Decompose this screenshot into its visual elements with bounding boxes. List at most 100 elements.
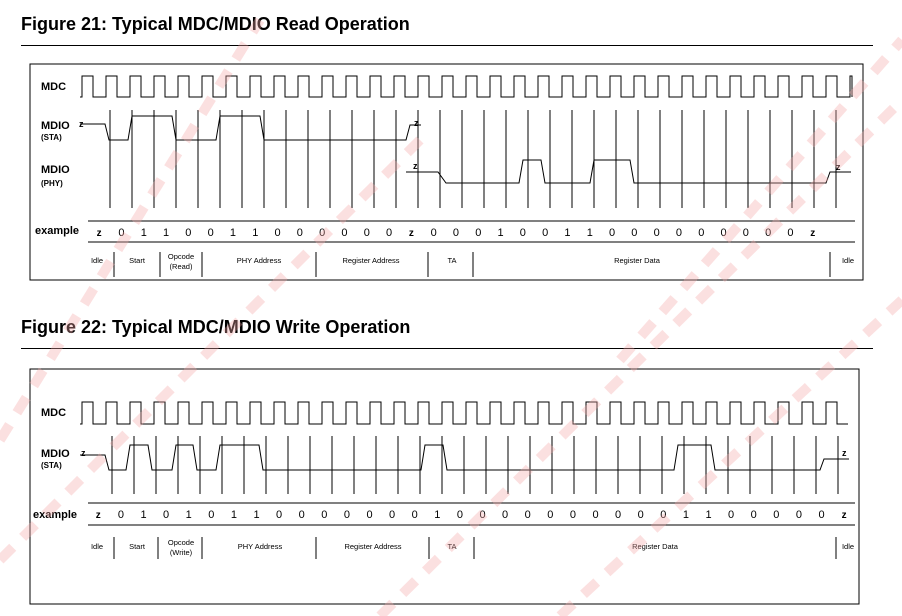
example-bit: 0 [475,227,481,239]
example-bit: 0 [654,227,660,239]
example-bit: 1 [186,509,192,521]
example-bit: 0 [163,509,169,521]
example-bit: z [96,510,101,521]
example-bit: 0 [547,509,553,521]
example-bit: 1 [587,227,593,239]
field-label: TA [447,542,456,551]
example-label: example [35,225,79,237]
example-bit: 0 [344,509,350,521]
example-bit: 1 [252,227,258,239]
example-bits: z 0 1 1 0 0 1 1 0 0 0 0 0 0 z 0 0 0 1 0 0 1 1 0 0 0 0 0 0 0 0 0 z [97,227,816,239]
mdc-clock-waveform [80,75,853,98]
example-bit: 0 [773,509,779,521]
example-bits: z 0 1 0 1 0 1 1 0 0 0 0 0 0 0 1 0 0 0 0 0 0 0 0 0 0 1 1 0 0 0 0 0 z [96,509,847,521]
example-bit: 0 [796,509,802,521]
field-label: Idle [91,542,103,551]
field-label: Opcode [168,538,194,547]
example-bit: 0 [412,509,418,521]
mdc-label: MDC [41,81,66,93]
mdio-sta-label: MDIO [41,120,70,132]
mdio-phy-sublabel: (PHY) [41,179,63,188]
example-bit: 1 [705,509,711,521]
bit-boundary-lines [111,436,839,494]
example-bit: 0 [479,509,485,521]
example-bit: 1 [141,227,147,239]
example-bit: 0 [389,509,395,521]
example-bit: 1 [140,509,146,521]
example-bit: 1 [253,509,259,521]
example-bit: 0 [341,227,347,239]
field-label: Register Data [614,256,661,265]
figure-22-write-operation: MDC MDIO (STA) example z z z 0 1 0 1 0 1 1 0 0 0 0 0… [29,368,860,605]
field-label-sub: (Read) [170,262,193,271]
example-bit: 0 [297,227,303,239]
phy-z-start: z [413,161,418,171]
example-bit: 0 [276,509,282,521]
example-bit: 0 [542,227,548,239]
example-bit: 1 [434,509,440,521]
field-label: Register Address [344,542,401,551]
sta-z-end: z [414,118,419,128]
example-bit: 0 [698,227,704,239]
field-label: Register Data [632,542,679,551]
mdio-sta-sublabel: (STA) [41,461,62,470]
figure-21-title-rule [21,45,873,46]
example-bit: 0 [676,227,682,239]
example-bit: 0 [631,227,637,239]
example-bit: 1 [683,509,689,521]
phy-z-end: z [836,162,841,172]
mdc-clock-waveform [80,401,848,425]
mdio-phy-label: MDIO [41,164,70,176]
example-bit: 0 [457,509,463,521]
figure-21-frame [29,63,864,281]
mdio-sta-sublabel: (STA) [41,133,62,142]
bit-boundary-lines [109,110,837,208]
example-bit: 0 [660,509,666,521]
mdio-sta-waveform [80,115,421,141]
example-bit: 0 [818,509,824,521]
example-bit: 0 [609,227,615,239]
figure-22-title: Figure 22: Typical MDC/MDIO Write Operat… [21,317,411,337]
example-bit: z [97,228,102,239]
example-bit: 0 [319,227,325,239]
example-bit: 0 [118,509,124,521]
field-label-sub: (Write) [170,548,193,557]
mdio-sta-waveform [80,444,849,471]
field-label: PHY Address [237,256,282,265]
example-bit: 0 [615,509,621,521]
example-bit: 0 [274,227,280,239]
example-bit: 0 [208,227,214,239]
field-label: PHY Address [238,542,283,551]
example-bit: 0 [431,227,437,239]
example-bit: 0 [520,227,526,239]
example-bit: 0 [525,509,531,521]
mdio-phy-waveform [406,159,851,184]
frame-fields: Idle Start Opcode(Read) PHY Address Register… [91,252,854,277]
mdc-label: MDC [41,407,66,419]
example-bit: 0 [787,227,793,239]
example-bit: 0 [592,509,598,521]
example-bit: 1 [163,227,169,239]
example-bit: 0 [321,509,327,521]
field-label: Start [129,256,146,265]
example-bit: 0 [751,509,757,521]
example-bit: 1 [564,227,570,239]
figure-22-title-rule [21,348,873,349]
example-bit: 0 [720,227,726,239]
field-label: Idle [91,256,103,265]
field-label: Register Address [342,256,399,265]
field-label: TA [447,256,456,265]
example-bit: z [810,228,815,239]
example-bit: 0 [299,509,305,521]
field-label: Idle [842,542,854,551]
field-label: Start [129,542,146,551]
field-label: Idle [842,256,854,265]
example-bit: 0 [453,227,459,239]
example-bit: 0 [185,227,191,239]
example-bit: 0 [208,509,214,521]
example-bit: 0 [118,227,124,239]
example-bit: 0 [364,227,370,239]
example-bit: 0 [765,227,771,239]
example-bit: 0 [743,227,749,239]
